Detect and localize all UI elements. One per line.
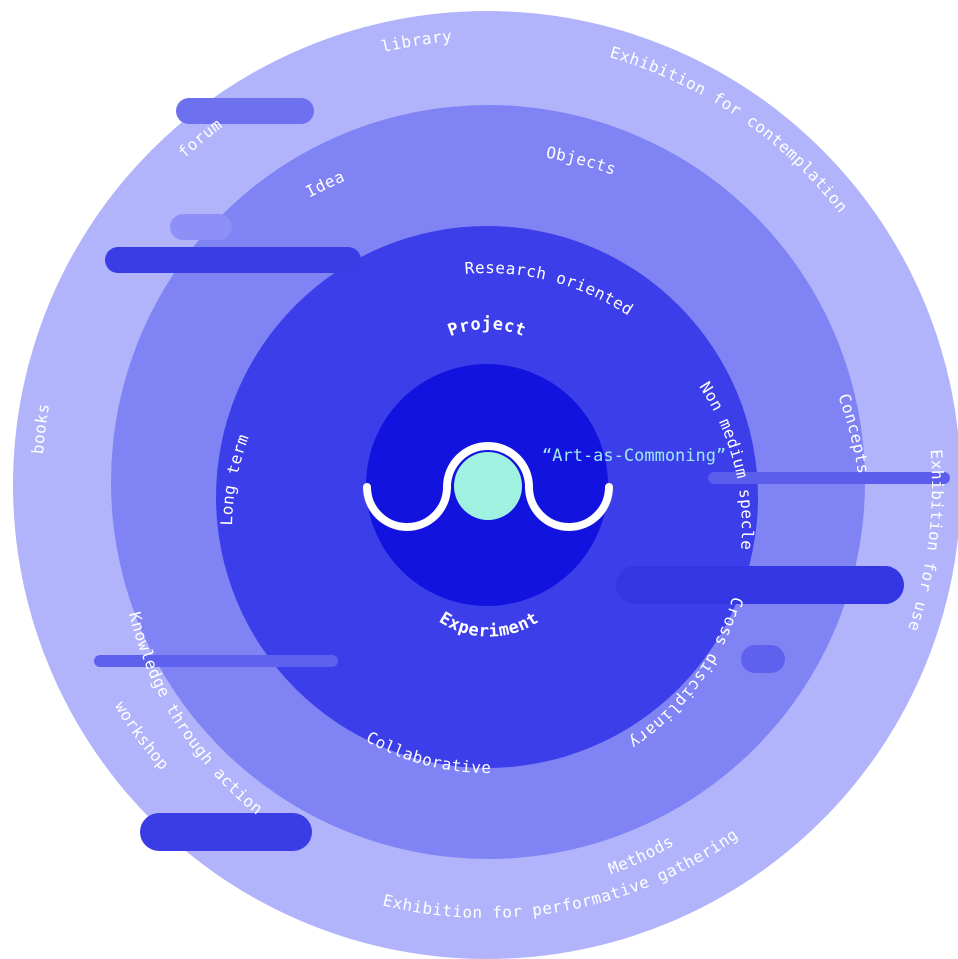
art-as-commoning-label: “Art-as-Commoning”: [542, 446, 726, 466]
bar-idea: [105, 247, 361, 273]
bar-workshop: [140, 813, 312, 851]
bar-concepts: [708, 472, 950, 484]
bar-methods: [741, 645, 785, 673]
logo-circle: [454, 452, 522, 520]
bar-knowledge: [94, 655, 338, 667]
logo-wave: [363, 442, 613, 531]
bar-forum-light: [170, 214, 232, 240]
bar-library: [176, 98, 314, 124]
bar-cross: [616, 566, 904, 604]
commoning-wave-logo-icon: [363, 442, 613, 531]
